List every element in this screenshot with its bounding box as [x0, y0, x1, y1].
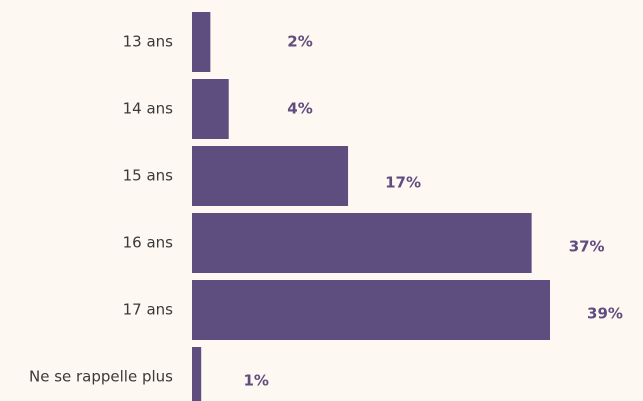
category-label: 13 ans — [123, 33, 174, 51]
bar — [192, 280, 550, 340]
value-label: 1% — [243, 372, 268, 390]
bar — [192, 213, 532, 273]
bar — [192, 12, 211, 72]
value-label: 39% — [587, 305, 623, 323]
category-label: 17 ans — [123, 301, 174, 319]
bar — [192, 347, 202, 401]
value-label: 4% — [287, 100, 312, 118]
bar — [192, 79, 229, 139]
category-label: 16 ans — [123, 234, 174, 252]
value-label: 37% — [569, 238, 605, 256]
category-label: 14 ans — [123, 100, 174, 118]
category-label: 15 ans — [123, 167, 174, 185]
value-label: 2% — [287, 33, 312, 51]
value-label: 17% — [385, 174, 421, 192]
category-label: Ne se rappelle plus — [29, 368, 173, 386]
bar — [192, 146, 349, 206]
